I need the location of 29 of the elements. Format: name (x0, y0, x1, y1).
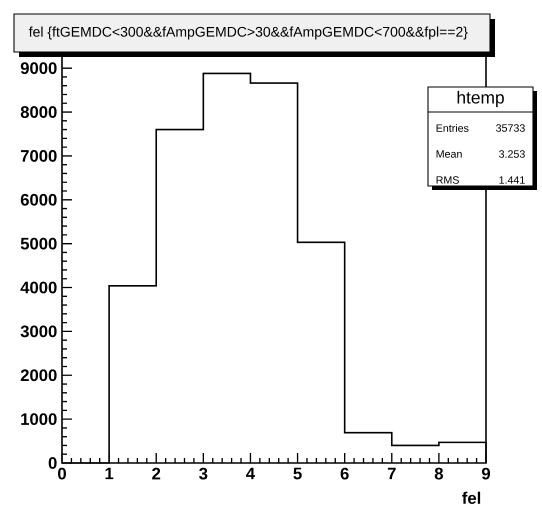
x-tick-label: 3 (199, 468, 208, 480)
y-tick-label: 6000 (20, 194, 57, 206)
text: 35733 (496, 124, 525, 132)
y-tick-label: 5000 (20, 238, 57, 250)
y-tick-label: 8000 (20, 106, 57, 118)
x-tick-label: 8 (434, 468, 444, 480)
x-tick-label: 6 (340, 468, 349, 480)
text: 3.253 (499, 150, 525, 158)
x-tick-label: 9 (482, 468, 490, 480)
annotation: htemp (458, 90, 504, 108)
y-tick-label: 1000 (21, 413, 57, 426)
annotation: RMS (436, 176, 459, 184)
y-tick-label: 7000 (20, 150, 57, 162)
annotation: Entries (436, 124, 469, 132)
y-tick-label: 0 (48, 457, 57, 469)
text: 1.441 (499, 176, 525, 184)
y-tick-label: 9000 (20, 62, 57, 74)
x-tick-label: 0 (58, 468, 66, 480)
chart-title: fel {ftGEMDC<300&&fAmpGEMDC>30&&fAmpGEMDC<700&&fpl==2} (28, 26, 468, 40)
x-tick-label: 5 (293, 468, 302, 480)
x-axis-title: fel (462, 492, 480, 504)
x-tick-label: 7 (388, 468, 396, 480)
y-tick-label: 4000 (20, 282, 57, 294)
annotation: Mean (436, 150, 462, 158)
y-tick-label: 2000 (20, 369, 57, 382)
x-tick-label: 2 (152, 468, 160, 480)
x-tick-label: 1 (106, 468, 114, 480)
x-tick-label: 4 (246, 468, 255, 480)
y-tick-label: 3000 (20, 325, 57, 338)
